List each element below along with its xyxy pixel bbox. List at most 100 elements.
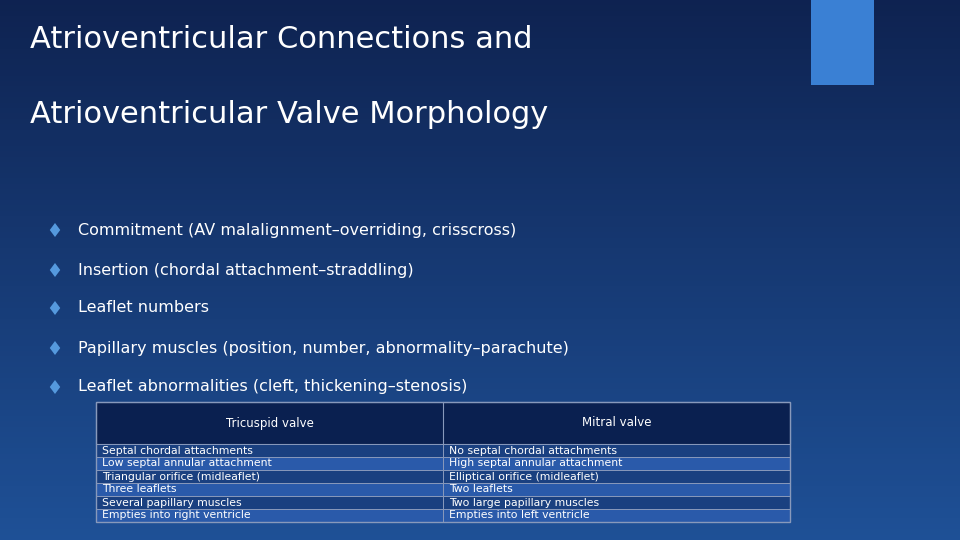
Bar [0,188,960,194]
Bar [0,226,960,232]
Bar [0,366,960,373]
Bar [0,393,960,400]
Bar [0,534,960,540]
Bar [96,496,443,509]
Text: Atrioventricular Valve Morphology: Atrioventricular Valve Morphology [30,100,548,129]
Bar [0,528,960,535]
Bar [0,166,960,173]
Bar [0,323,960,329]
Bar [0,102,960,108]
Bar [0,458,960,464]
Bar [0,355,960,362]
Text: Atrioventricular Connections and: Atrioventricular Connections and [30,25,533,54]
Bar [0,15,960,22]
Bar [0,64,960,70]
Bar [0,145,960,151]
Bar [0,247,960,254]
Bar [0,269,960,275]
Bar [0,507,960,513]
Text: No septal chordal attachments: No septal chordal attachments [449,446,617,456]
Bar [0,517,960,524]
Bar [0,156,960,162]
Bar [0,291,960,297]
Text: Commitment (AV malalignment–overriding, crisscross): Commitment (AV malalignment–overriding, … [78,222,516,238]
Bar [96,470,443,483]
Bar [0,377,960,383]
Bar [0,199,960,205]
Bar [0,53,960,59]
Bar [0,134,960,140]
Bar [0,501,960,508]
Bar [0,204,960,211]
Bar [0,469,960,475]
Bar [0,0,960,5]
Bar [0,485,960,491]
Bar [0,474,960,481]
Bar [0,496,960,502]
Text: Empties into left ventricle: Empties into left ventricle [449,510,589,521]
Bar [0,399,960,405]
Bar [0,172,960,178]
Bar [0,129,960,135]
Text: Two leaflets: Two leaflets [449,484,513,495]
Bar [0,258,960,265]
Bar [0,296,960,302]
Bar [0,139,960,146]
Bar [0,404,960,410]
Bar [0,150,960,157]
Bar [0,280,960,286]
Polygon shape [50,341,60,355]
Bar [0,361,960,367]
Polygon shape [50,263,60,277]
Bar [0,334,960,340]
Bar [0,161,960,167]
Bar [0,328,960,335]
Text: Papillary muscles (position, number, abnormality–parachute): Papillary muscles (position, number, abn… [78,341,569,355]
Bar [96,483,443,496]
Text: Insertion (chordal attachment–straddling): Insertion (chordal attachment–straddling… [78,262,414,278]
Bar [0,123,960,130]
Bar [0,31,960,38]
Bar [0,345,960,351]
Text: Elliptical orifice (midleaflet): Elliptical orifice (midleaflet) [449,471,599,482]
Bar [811,0,874,85]
Bar [96,402,790,444]
Bar [0,75,960,81]
Bar [0,420,960,427]
Bar [0,253,960,259]
Bar [0,318,960,324]
Bar [0,447,960,454]
Bar [0,177,960,184]
Bar [0,436,960,443]
Bar [443,483,790,496]
Bar [0,388,960,394]
Bar [0,4,960,11]
Bar [0,512,960,518]
Bar [0,285,960,292]
Bar [443,470,790,483]
Bar [0,193,960,200]
Bar [0,48,960,54]
Bar [0,463,960,470]
Bar [0,480,960,486]
Bar [0,37,960,43]
Bar [0,274,960,281]
Bar [0,210,960,216]
Bar [0,409,960,416]
Polygon shape [50,301,60,315]
Bar [0,431,960,437]
Bar [443,509,790,522]
Bar [0,91,960,97]
Text: Triangular orifice (midleaflet): Triangular orifice (midleaflet) [102,471,260,482]
Bar [0,112,960,119]
Bar [0,382,960,389]
Bar [0,10,960,16]
Text: Low septal annular attachment: Low septal annular attachment [102,458,272,469]
Bar [443,444,790,457]
Bar [96,457,443,470]
Text: Septal chordal attachments: Septal chordal attachments [102,446,252,456]
Text: Tricuspid valve: Tricuspid valve [226,416,313,429]
Text: Mitral valve: Mitral valve [582,416,651,429]
Bar [0,350,960,356]
Text: Leaflet numbers: Leaflet numbers [78,300,209,315]
